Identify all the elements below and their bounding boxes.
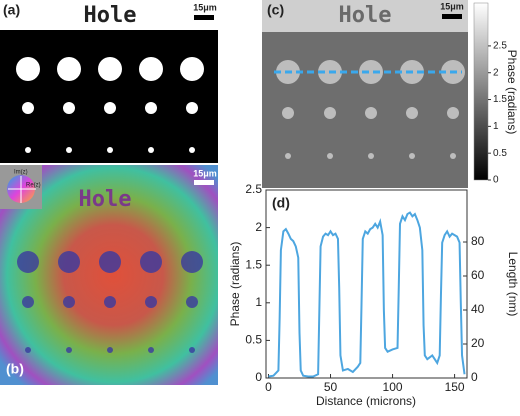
colorbar-tick-label: 2.5 <box>493 41 507 52</box>
holes <box>16 57 204 153</box>
y-axis-label: Phase (radians) <box>228 242 242 327</box>
y2-tick-label: 40 <box>471 302 485 316</box>
colorbar-tick-label: 2 <box>493 67 499 78</box>
scale-label: 15μm <box>193 168 217 178</box>
y2-tick-label: 80 <box>471 234 485 248</box>
scale-bar <box>194 180 214 185</box>
y-tick-label: 0 <box>255 370 262 384</box>
scale-label: 15μm <box>193 2 217 12</box>
panel-label: (a) <box>3 2 20 18</box>
y2-tick-label: 0 <box>471 370 478 384</box>
y-tick-label: 2 <box>255 220 262 234</box>
panel-c: Hole (c) 15μm Phase (radians) <box>262 0 519 188</box>
inset-label: Im(z) <box>14 170 28 176</box>
y-tick-label: 2.5 <box>245 182 262 196</box>
inset-label: Re(z) <box>26 183 41 189</box>
panel-label: (b) <box>6 361 24 377</box>
x-tick-label: 150 <box>445 380 465 394</box>
x-tick-label: 100 <box>383 380 403 394</box>
colorbar-tick-label: 1 <box>493 121 499 132</box>
colorbar-tick-label: 0 <box>493 175 499 186</box>
colorbar-tick-label: 0.5 <box>493 148 507 159</box>
y-tick-label: 1.5 <box>245 257 262 271</box>
x-tick-label: 50 <box>324 380 338 394</box>
scale-bar <box>442 14 462 19</box>
image-title: Hole <box>339 3 392 28</box>
y2-axis-label: Length (nm) <box>506 252 520 317</box>
y-tick-label: 1 <box>255 295 262 309</box>
plot-frame <box>265 189 468 379</box>
y2-tick-label: 60 <box>471 268 485 282</box>
y-tick-label: 0.5 <box>245 333 262 347</box>
x-axis-label: Distance (microns) <box>316 394 416 408</box>
title-band <box>0 0 218 30</box>
colorbar-tick-label: 1.5 <box>493 94 507 105</box>
panel-label: (d) <box>272 195 290 211</box>
image-title: Hole <box>79 187 132 212</box>
x-tick-label: 0 <box>265 380 272 394</box>
panel-label: (c) <box>267 2 284 18</box>
panel-b: Hole Im(z) Re(z) 15μm (b) <box>0 165 218 385</box>
colorbar-label: Phase (radians) <box>505 50 519 135</box>
image-title: Hole <box>84 3 137 28</box>
data-line <box>268 211 466 378</box>
scale-label: 15μm <box>440 1 464 11</box>
holes <box>17 251 203 353</box>
y2-tick-label: 20 <box>471 336 485 350</box>
panel-a: (a) Hole 15μm <box>0 0 218 163</box>
title-band <box>262 0 468 32</box>
colorbar <box>473 2 489 181</box>
scale-bar <box>194 15 214 20</box>
